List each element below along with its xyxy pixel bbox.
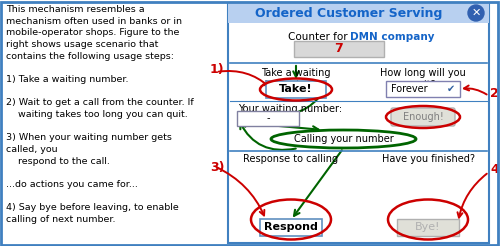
- Text: 7: 7: [334, 43, 343, 56]
- Text: ✕: ✕: [472, 8, 480, 18]
- FancyBboxPatch shape: [237, 111, 299, 126]
- Text: -: -: [266, 113, 270, 123]
- Text: Take!: Take!: [279, 84, 313, 94]
- Text: Calling your number: Calling your number: [294, 134, 394, 144]
- Text: Bye!: Bye!: [415, 222, 441, 232]
- Text: 2): 2): [490, 88, 500, 101]
- Text: Your waiting number:: Your waiting number:: [238, 104, 342, 114]
- FancyBboxPatch shape: [386, 81, 460, 97]
- Text: 3): 3): [210, 162, 224, 174]
- Text: ✔: ✔: [447, 84, 455, 94]
- Circle shape: [468, 5, 484, 21]
- FancyBboxPatch shape: [228, 3, 489, 23]
- Text: How long will you
wait?: How long will you wait?: [380, 68, 466, 90]
- Text: 4): 4): [490, 164, 500, 176]
- FancyBboxPatch shape: [228, 3, 489, 243]
- FancyBboxPatch shape: [391, 108, 455, 126]
- Text: Counter for: Counter for: [288, 32, 350, 42]
- Text: Respond: Respond: [264, 222, 318, 232]
- Text: Ordered Customer Serving: Ordered Customer Serving: [255, 6, 442, 19]
- Text: 1): 1): [210, 63, 224, 77]
- Text: Have you finished?: Have you finished?: [382, 154, 474, 164]
- FancyBboxPatch shape: [260, 219, 322, 236]
- FancyBboxPatch shape: [294, 41, 384, 57]
- Text: Enough!: Enough!: [402, 112, 444, 122]
- Text: DMN company: DMN company: [350, 32, 435, 42]
- Text: Take a waiting
number?: Take a waiting number?: [261, 68, 331, 90]
- FancyBboxPatch shape: [397, 219, 459, 236]
- FancyBboxPatch shape: [266, 81, 326, 98]
- Text: This mechanism resembles a
mechanism often used in banks or in
mobile-operator s: This mechanism resembles a mechanism oft…: [6, 5, 194, 224]
- Ellipse shape: [271, 130, 416, 148]
- Text: Response to calling: Response to calling: [244, 154, 338, 164]
- Text: Forever: Forever: [391, 84, 428, 94]
